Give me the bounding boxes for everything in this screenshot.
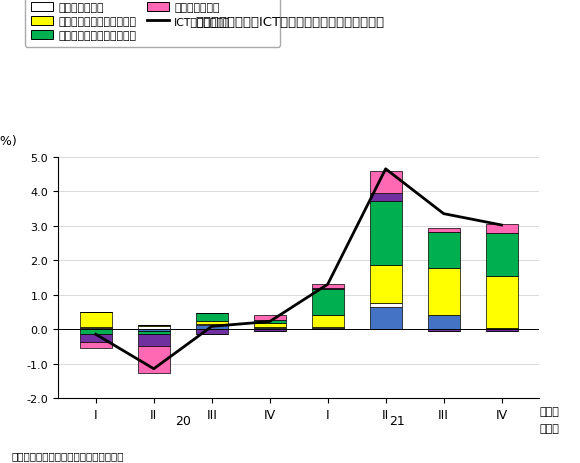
Bar — [311, 328, 343, 329]
Bar — [427, 232, 459, 269]
Bar — [254, 320, 286, 324]
Bar — [80, 312, 112, 327]
Bar — [138, 334, 170, 346]
Bar — [254, 324, 286, 328]
Bar — [311, 289, 343, 315]
Bar — [80, 342, 112, 348]
Bar — [254, 315, 286, 320]
Bar — [369, 303, 401, 307]
Bar — [485, 233, 517, 276]
Bar — [196, 325, 228, 329]
Bar — [369, 307, 401, 329]
Bar — [427, 329, 459, 331]
Bar — [427, 316, 459, 329]
Bar — [485, 328, 517, 329]
Bar — [369, 265, 401, 303]
Bar — [138, 325, 170, 326]
Text: （出所）財務省「貿易統計」から作成。: （出所）財務省「貿易統計」から作成。 — [12, 450, 124, 460]
Text: （年）: （年） — [540, 424, 560, 433]
Bar — [369, 171, 401, 194]
Bar — [369, 201, 401, 265]
Bar — [311, 327, 343, 328]
Bar — [196, 324, 228, 325]
Bar — [80, 335, 112, 342]
Bar — [254, 328, 286, 329]
Bar — [485, 224, 517, 233]
Bar — [485, 276, 517, 328]
Bar — [138, 326, 170, 329]
Bar — [138, 331, 170, 334]
Bar — [485, 329, 517, 332]
Bar — [196, 329, 228, 335]
Bar — [196, 321, 228, 324]
Bar — [138, 329, 170, 331]
Bar — [427, 228, 459, 232]
Text: 20: 20 — [175, 413, 191, 426]
Bar — [427, 269, 459, 315]
Bar — [369, 194, 401, 201]
Bar — [427, 315, 459, 316]
Bar — [80, 327, 112, 329]
Bar — [254, 329, 286, 331]
Bar — [311, 285, 343, 289]
Bar — [311, 315, 343, 327]
Text: 21: 21 — [389, 413, 405, 426]
Text: (%): (%) — [0, 135, 17, 148]
Bar — [138, 346, 170, 373]
Bar — [196, 313, 228, 321]
Text: （期）: （期） — [540, 407, 560, 416]
Bar — [80, 329, 112, 335]
Legend: 電算機類(含部品)・寄与度, 通信機・寄与度, 半導体等電子部品・寄与度, 半導体等製造装置・寄与度, 音響・映像機器(含部品)・寄与度, その他・寄与度, I: 電算機類(含部品)・寄与度, 通信機・寄与度, 半導体等電子部品・寄与度, 半導… — [25, 0, 280, 47]
Text: 輸出総額に占めるICT関連輸出（品目別）の寄与度: 輸出総額に占めるICT関連輸出（品目別）の寄与度 — [195, 16, 385, 29]
